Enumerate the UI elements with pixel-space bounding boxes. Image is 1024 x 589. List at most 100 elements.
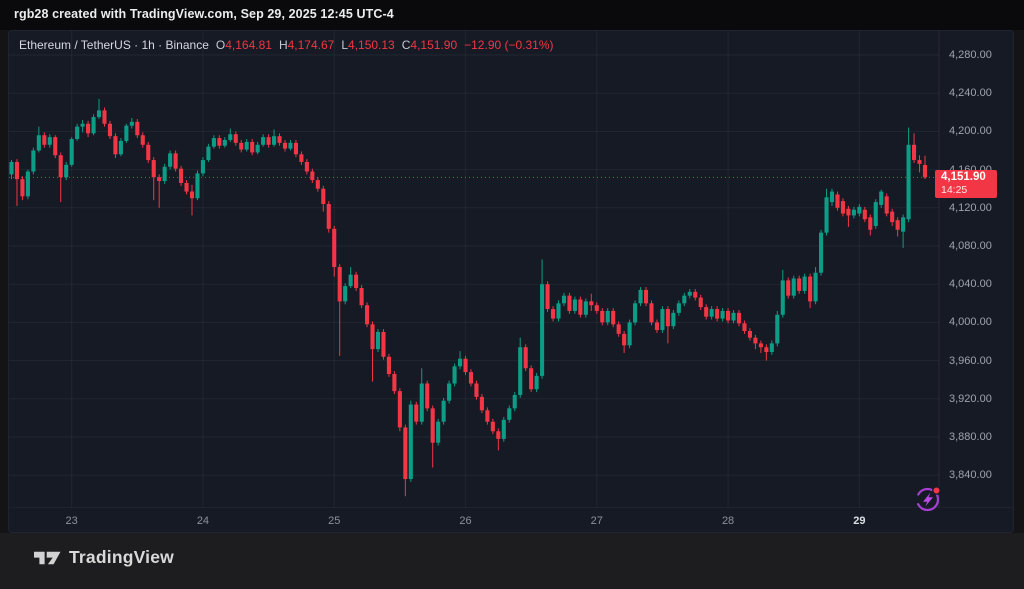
candle (857, 206, 862, 214)
candle (769, 343, 774, 353)
candle (58, 155, 63, 178)
candle (20, 179, 25, 197)
candle (162, 166, 167, 182)
candle (808, 276, 813, 302)
candle (791, 278, 796, 296)
candle (895, 220, 900, 230)
candle (600, 310, 605, 323)
instant-snapshot-button[interactable] (912, 483, 944, 515)
candle (206, 146, 211, 161)
candle (589, 301, 594, 306)
candle (47, 137, 52, 145)
candle (786, 280, 791, 296)
candle (348, 274, 353, 287)
candle (69, 139, 74, 165)
chart-panel: Ethereum / TetherUS · 1h · Binance O4,16… (8, 30, 1014, 533)
candle (747, 330, 752, 338)
candle (704, 307, 709, 317)
candle (572, 299, 577, 311)
candle (550, 309, 556, 319)
candle (157, 177, 162, 182)
price-tick-label: 4,120.00 (949, 201, 992, 214)
candle (211, 138, 216, 147)
candle (250, 141, 255, 153)
candle (189, 191, 195, 199)
candle (315, 180, 320, 189)
candle (556, 303, 561, 319)
candle (36, 135, 41, 151)
candle (879, 191, 884, 205)
candle (25, 171, 30, 197)
candle (529, 368, 534, 390)
time-axis[interactable]: 23 24 25 26 27 28 29 (9, 508, 1013, 532)
price-tick-label: 3,960.00 (949, 354, 992, 367)
candle (452, 366, 457, 384)
candle (386, 356, 391, 374)
candle (545, 284, 550, 310)
candle (135, 121, 140, 136)
price-axis[interactable]: 4,280.004,240.004,200.004,160.004,120.00… (9, 31, 1013, 508)
candle (594, 305, 599, 311)
candle (512, 394, 517, 409)
candle (354, 274, 359, 289)
candle (731, 312, 736, 321)
candle (64, 164, 69, 178)
candle (583, 301, 588, 315)
candle (113, 136, 118, 155)
candle (370, 324, 375, 350)
candle (343, 286, 348, 302)
lightning-icon (915, 486, 941, 512)
candle (184, 182, 189, 192)
candle (851, 209, 856, 216)
candle (255, 144, 260, 153)
candle (129, 121, 134, 126)
candle (244, 141, 249, 150)
candle (654, 322, 660, 331)
candle (676, 303, 681, 313)
time-tick-label: 24 (196, 515, 210, 527)
candle (447, 383, 452, 401)
candle (337, 267, 342, 302)
candle (151, 160, 156, 178)
candle (873, 202, 878, 226)
candle (813, 272, 818, 302)
last-price-label: 4,151.90 14:25 (935, 170, 997, 199)
time-tick-label: 27 (590, 515, 603, 527)
candle (507, 408, 512, 420)
candle (381, 331, 386, 357)
candle (753, 337, 758, 344)
candle (414, 404, 419, 422)
candle (436, 421, 441, 443)
time-tick-label: 25 (328, 515, 341, 527)
candle (474, 383, 479, 397)
candle (890, 211, 895, 223)
candle (660, 309, 665, 331)
candle (518, 347, 523, 395)
tradingview-brand-link[interactable]: TradingView (34, 547, 174, 568)
candle (709, 309, 714, 317)
candle (53, 137, 58, 156)
candle (42, 135, 47, 145)
candlestick-chart[interactable] (9, 31, 1014, 508)
candle (146, 144, 151, 161)
candle (277, 136, 282, 143)
candle (299, 154, 304, 162)
symbol-legend[interactable]: Ethereum / TetherUS · 1h · Binance O4,16… (19, 38, 554, 52)
candle (14, 161, 20, 180)
candle (742, 323, 747, 331)
candle (140, 135, 145, 145)
candle (359, 288, 364, 306)
candle (633, 303, 638, 323)
candle (272, 136, 277, 145)
candle (693, 291, 698, 298)
candle (622, 333, 627, 346)
candle (118, 140, 123, 155)
price-tick-label: 3,840.00 (949, 469, 992, 482)
candle (168, 153, 173, 167)
price-tick-label: 4,280.00 (949, 49, 992, 61)
candle (86, 123, 91, 134)
candle (884, 196, 889, 214)
symbol-title[interactable]: Ethereum / TetherUS · 1h · Binance (19, 38, 209, 52)
price-tick-label: 3,880.00 (949, 431, 992, 443)
candle (375, 331, 381, 350)
